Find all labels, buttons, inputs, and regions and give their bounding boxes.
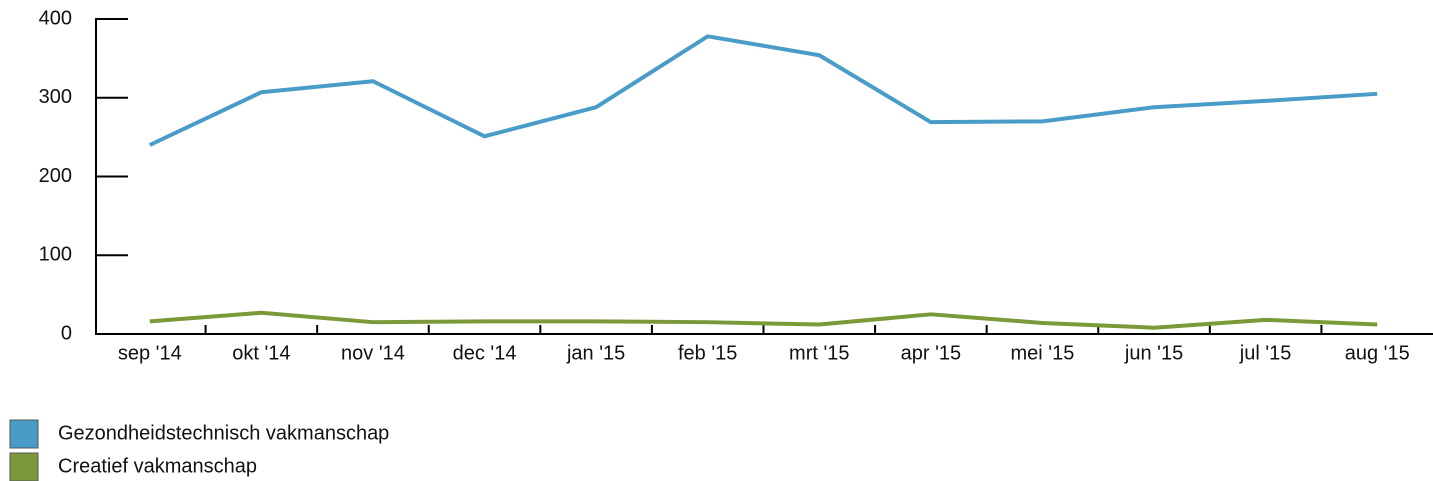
y-tick-label: 200 xyxy=(39,165,72,187)
x-tick-label: apr '15 xyxy=(901,342,962,364)
series-line xyxy=(149,310,1378,330)
x-tick-label: sep '14 xyxy=(118,342,182,364)
x-tick-label: mrt '15 xyxy=(789,342,850,364)
x-tick-label: dec '14 xyxy=(453,342,517,364)
legend-label: Gezondheidstechnisch vakmanschap xyxy=(58,422,389,444)
x-tick-label: aug '15 xyxy=(1345,342,1410,364)
x-tick-label: jan '15 xyxy=(566,342,625,364)
series-line xyxy=(148,34,1378,147)
x-tick-label: okt '14 xyxy=(232,342,290,364)
y-tick-label: 300 xyxy=(39,86,72,108)
y-tick-label: 400 xyxy=(39,7,72,29)
x-tick-label: jun '15 xyxy=(1124,342,1183,364)
x-tick-label: nov '14 xyxy=(341,342,405,364)
x-tick-label: jul '15 xyxy=(1239,342,1292,364)
legend-swatch xyxy=(9,419,39,449)
y-tick-label: 100 xyxy=(39,244,72,266)
y-tick-label: 0 xyxy=(61,322,72,344)
x-tick-label: mei '15 xyxy=(1011,342,1075,364)
x-tick-label: feb '15 xyxy=(678,342,737,364)
legend-swatch xyxy=(9,452,39,481)
legend-label: Creatief vakmanschap xyxy=(58,455,257,477)
